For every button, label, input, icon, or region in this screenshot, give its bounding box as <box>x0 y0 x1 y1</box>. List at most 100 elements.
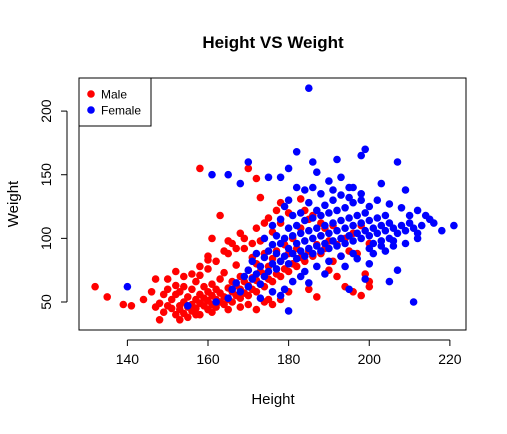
data-point-female <box>296 247 305 255</box>
data-point-male <box>244 164 253 173</box>
data-point-female <box>272 249 281 258</box>
data-point-female <box>381 247 390 255</box>
data-point-female <box>301 267 309 276</box>
data-point-male <box>196 271 204 280</box>
data-point-female <box>244 266 253 275</box>
data-point-female <box>309 158 317 166</box>
data-point-female <box>268 288 277 296</box>
data-point-female <box>301 237 309 245</box>
data-point-male <box>256 193 265 202</box>
data-point-female <box>260 253 269 262</box>
data-point-female <box>405 211 414 220</box>
x-axis: 140 160 180 200 220 <box>116 339 462 367</box>
data-point-female <box>244 158 253 166</box>
data-point-female <box>365 202 374 211</box>
data-point-female <box>357 196 366 204</box>
data-point-female <box>353 211 362 220</box>
data-point-male <box>163 285 172 294</box>
data-point-female <box>224 170 232 179</box>
data-point-female <box>248 257 257 266</box>
data-point-female <box>385 277 394 286</box>
data-point-female <box>284 224 293 232</box>
data-point-female <box>401 239 410 248</box>
data-point-male <box>224 305 232 314</box>
data-point-female <box>317 190 325 198</box>
data-point-female <box>305 198 313 207</box>
data-point-female <box>260 234 269 243</box>
data-point-male <box>192 310 200 319</box>
data-point-female <box>317 232 325 240</box>
data-point-female <box>377 221 386 230</box>
data-point-female <box>292 239 301 248</box>
data-point-female <box>208 170 216 179</box>
data-point-female <box>365 216 374 225</box>
data-point-female <box>401 186 410 194</box>
data-point-female <box>309 183 317 192</box>
data-point-female <box>313 224 321 232</box>
data-point-female <box>409 298 418 306</box>
data-point-female <box>276 215 285 224</box>
data-point-male <box>216 211 224 220</box>
data-point-female <box>393 229 402 238</box>
data-point-female <box>329 219 337 227</box>
data-point-female <box>292 148 301 156</box>
x-tick-label: 200 <box>358 351 382 367</box>
data-point-male <box>284 267 293 276</box>
data-point-female <box>377 179 386 188</box>
y-tick-label: 50 <box>38 294 54 310</box>
data-point-female <box>438 226 446 235</box>
data-point-female <box>345 193 353 202</box>
data-point-male <box>172 310 180 319</box>
data-point-female <box>244 282 253 291</box>
data-point-female <box>224 294 232 303</box>
series-female <box>123 84 458 315</box>
data-point-female <box>292 221 301 230</box>
data-point-male <box>188 285 196 294</box>
data-point-female <box>413 234 422 243</box>
legend-marker-female <box>87 106 95 114</box>
y-axis-label: Weight <box>5 180 22 227</box>
data-point-male <box>127 302 136 310</box>
data-point-female <box>381 211 390 220</box>
data-point-male <box>180 272 188 281</box>
data-point-male <box>296 195 305 203</box>
data-point-male <box>212 257 220 266</box>
data-point-male <box>200 282 208 291</box>
data-point-female <box>240 272 249 281</box>
data-point-female <box>333 155 341 164</box>
data-point-female <box>369 224 378 232</box>
data-point-male <box>184 313 192 322</box>
data-point-female <box>341 224 349 232</box>
data-point-female <box>337 252 345 260</box>
data-point-female <box>393 266 402 275</box>
data-point-female <box>357 190 366 198</box>
data-point-male <box>172 267 180 276</box>
data-point-male <box>172 281 180 290</box>
data-point-male <box>208 280 216 289</box>
legend-label-female: Female <box>101 104 141 118</box>
data-point-male <box>159 308 168 317</box>
data-point-female <box>409 224 418 232</box>
data-point-female <box>329 186 337 194</box>
y-tick-label: 100 <box>38 226 54 250</box>
data-point-female <box>337 234 345 243</box>
data-point-male <box>167 304 176 313</box>
plot-frame <box>78 77 467 331</box>
data-point-female <box>321 221 329 230</box>
data-point-female <box>349 198 357 207</box>
data-point-male <box>192 304 200 313</box>
y-axis: 50 100 150 200 <box>38 99 68 310</box>
y-tick-label: 200 <box>38 99 54 123</box>
data-point-male <box>192 277 200 286</box>
data-point-male <box>305 285 313 294</box>
legend-marker-male <box>87 90 95 98</box>
data-point-female <box>337 173 345 182</box>
data-point-female <box>381 226 390 235</box>
data-point-male <box>163 275 172 283</box>
data-point-female <box>305 226 313 235</box>
data-point-female <box>280 234 289 243</box>
data-point-male <box>272 206 281 215</box>
data-point-female <box>313 168 321 176</box>
data-point-male <box>276 272 285 281</box>
